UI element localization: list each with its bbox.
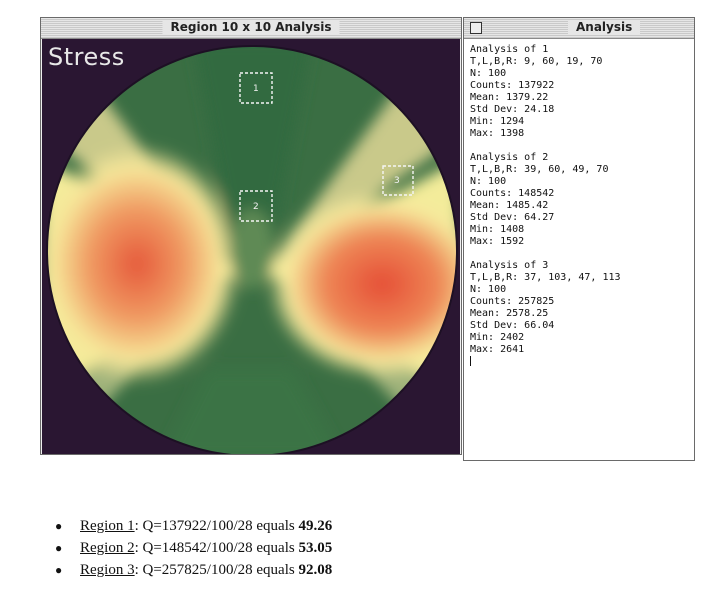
analysis-counts: Counts: 257825	[470, 296, 555, 307]
analysis-std: Std Dev: 24.18	[470, 104, 555, 115]
text-cursor	[470, 356, 471, 366]
analysis-max: Max: 1592	[470, 236, 525, 247]
analysis-counts: Counts: 137922	[470, 80, 555, 91]
analysis-tlbr: T,L,B,R: 9, 60, 19, 70	[470, 56, 603, 67]
analysis-tlbr: T,L,B,R: 39, 60, 49, 70	[470, 164, 609, 175]
q-result: 49.26	[298, 518, 333, 534]
analysis-block-2: Analysis of 2 T,L,B,R: 39, 60, 49, 70 N:…	[470, 152, 690, 248]
roi-box-1[interactable]: 1	[239, 72, 273, 104]
analysis-min: Min: 1294	[470, 116, 525, 127]
analysis-mean: Mean: 2578.25	[470, 308, 549, 319]
analysis-std: Std Dev: 66.04	[470, 320, 555, 331]
region-analysis-window: Region 10 x 10 Analysis	[40, 17, 462, 455]
q-formula: : Q=148542/100/28 equals	[134, 540, 299, 556]
region-link-1[interactable]: Region 1	[80, 518, 135, 534]
analysis-heading: Analysis of 1	[470, 44, 549, 55]
stress-map-canvas[interactable]: 1 2 3 Stress	[42, 39, 460, 454]
analysis-min: Min: 1408	[470, 224, 525, 235]
analysis-min: Min: 2402	[470, 332, 525, 343]
analysis-text[interactable]: Analysis of 1 T,L,B,R: 9, 60, 19, 70 N: …	[470, 44, 690, 456]
analysis-block-3: Analysis of 3 T,L,B,R: 37, 103, 47, 113 …	[470, 260, 690, 366]
region-analysis-title: Region 10 x 10 Analysis	[162, 20, 340, 34]
roi-label-3: 3	[394, 176, 400, 186]
analysis-n: N: 100	[470, 176, 507, 187]
analysis-counts: Counts: 148542	[470, 188, 555, 199]
roi-box-3[interactable]: 3	[382, 165, 414, 196]
analysis-mean: Mean: 1485.42	[470, 200, 549, 211]
analysis-n: N: 100	[470, 68, 507, 79]
analysis-tlbr: T,L,B,R: 37, 103, 47, 113	[470, 272, 621, 283]
list-item: Region 3: Q=257825/100/28 equals 92.08	[55, 559, 332, 581]
region-analysis-titlebar[interactable]: Region 10 x 10 Analysis	[41, 18, 461, 39]
analysis-std: Std Dev: 64.27	[470, 212, 555, 223]
close-box-icon[interactable]	[470, 22, 482, 34]
analysis-titlebar[interactable]: Analysis	[464, 18, 694, 39]
analysis-n: N: 100	[470, 284, 507, 295]
list-item: Region 1: Q=137922/100/28 equals 49.26	[55, 515, 332, 537]
analysis-block-1: Analysis of 1 T,L,B,R: 9, 60, 19, 70 N: …	[470, 44, 690, 140]
stress-map-image: 1 2 3	[46, 45, 458, 454]
analysis-heading: Analysis of 2	[470, 152, 549, 163]
q-formula: : Q=137922/100/28 equals	[134, 518, 299, 534]
list-item: Region 2: Q=148542/100/28 equals 53.05	[55, 537, 332, 559]
analysis-max: Max: 2641	[470, 344, 525, 355]
region-link-3[interactable]: Region 3	[80, 562, 135, 578]
analysis-heading: Analysis of 3	[470, 260, 549, 271]
analysis-max: Max: 1398	[470, 128, 525, 139]
roi-label-2: 2	[253, 202, 259, 212]
region-link-2[interactable]: Region 2	[80, 540, 135, 556]
q-formula: : Q=257825/100/28 equals	[134, 562, 299, 578]
roi-box-2[interactable]: 2	[239, 190, 273, 222]
roi-label-1: 1	[253, 84, 259, 94]
q-result: 53.05	[298, 540, 333, 556]
analysis-window: Analysis Analysis of 1 T,L,B,R: 9, 60, 1…	[463, 17, 695, 461]
region-q-list: Region 1: Q=137922/100/28 equals 49.26 R…	[55, 515, 332, 581]
q-result: 92.08	[298, 562, 333, 578]
analysis-mean: Mean: 1379.22	[470, 92, 549, 103]
analysis-title: Analysis	[568, 20, 641, 34]
stress-label: Stress	[48, 43, 125, 71]
